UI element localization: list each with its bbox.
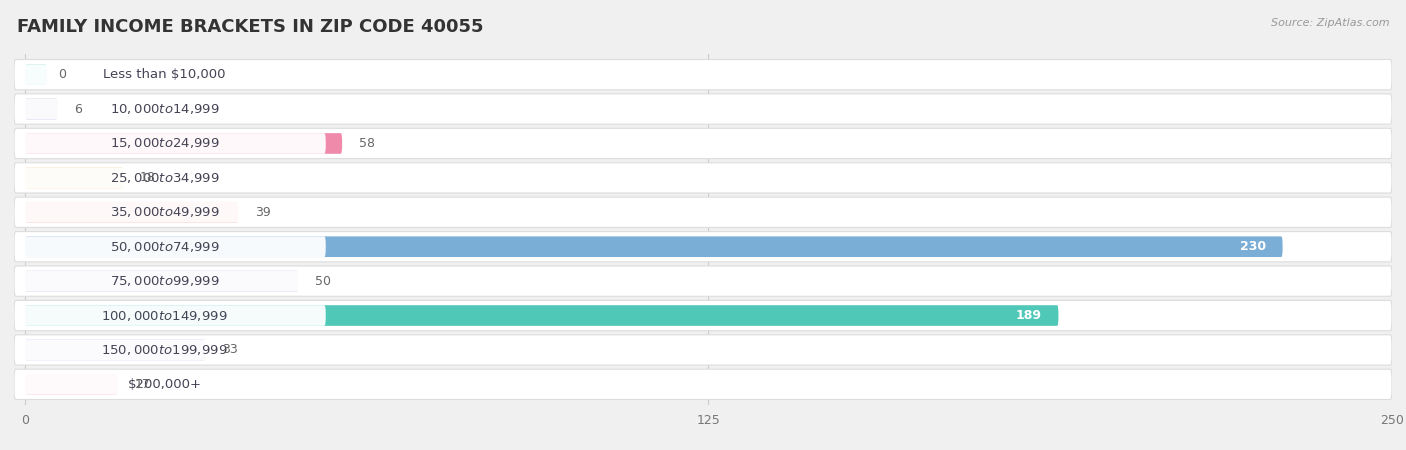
FancyBboxPatch shape	[14, 94, 1392, 124]
FancyBboxPatch shape	[14, 266, 1392, 296]
Text: 17: 17	[135, 378, 150, 391]
Text: $10,000 to $14,999: $10,000 to $14,999	[110, 102, 219, 116]
FancyBboxPatch shape	[17, 202, 326, 223]
FancyBboxPatch shape	[25, 271, 298, 292]
Text: $200,000+: $200,000+	[128, 378, 201, 391]
FancyBboxPatch shape	[25, 305, 1059, 326]
FancyBboxPatch shape	[17, 133, 326, 154]
FancyBboxPatch shape	[17, 340, 326, 360]
FancyBboxPatch shape	[17, 236, 326, 257]
FancyBboxPatch shape	[14, 232, 1392, 262]
FancyBboxPatch shape	[25, 340, 205, 360]
Text: 18: 18	[139, 171, 156, 184]
Text: 0: 0	[58, 68, 66, 81]
FancyBboxPatch shape	[14, 335, 1392, 365]
FancyBboxPatch shape	[25, 64, 46, 85]
FancyBboxPatch shape	[17, 374, 326, 395]
FancyBboxPatch shape	[17, 167, 326, 188]
FancyBboxPatch shape	[14, 59, 1392, 90]
FancyBboxPatch shape	[25, 202, 238, 223]
Text: 50: 50	[315, 274, 330, 288]
FancyBboxPatch shape	[25, 99, 58, 119]
Text: 230: 230	[1240, 240, 1267, 253]
FancyBboxPatch shape	[14, 163, 1392, 193]
Text: 33: 33	[222, 343, 238, 356]
Text: $25,000 to $34,999: $25,000 to $34,999	[110, 171, 219, 185]
Text: Source: ZipAtlas.com: Source: ZipAtlas.com	[1271, 18, 1389, 28]
Text: 189: 189	[1017, 309, 1042, 322]
FancyBboxPatch shape	[25, 236, 1282, 257]
Text: $35,000 to $49,999: $35,000 to $49,999	[110, 205, 219, 219]
Text: 58: 58	[359, 137, 374, 150]
FancyBboxPatch shape	[14, 369, 1392, 400]
FancyBboxPatch shape	[17, 64, 326, 85]
FancyBboxPatch shape	[17, 271, 326, 292]
Text: 6: 6	[75, 103, 82, 116]
Text: $150,000 to $199,999: $150,000 to $199,999	[101, 343, 228, 357]
Text: FAMILY INCOME BRACKETS IN ZIP CODE 40055: FAMILY INCOME BRACKETS IN ZIP CODE 40055	[17, 18, 484, 36]
FancyBboxPatch shape	[25, 374, 118, 395]
Text: Less than $10,000: Less than $10,000	[103, 68, 226, 81]
Text: $75,000 to $99,999: $75,000 to $99,999	[110, 274, 219, 288]
Text: $50,000 to $74,999: $50,000 to $74,999	[110, 240, 219, 254]
FancyBboxPatch shape	[17, 305, 326, 326]
Text: $100,000 to $149,999: $100,000 to $149,999	[101, 309, 228, 323]
FancyBboxPatch shape	[14, 301, 1392, 331]
FancyBboxPatch shape	[25, 167, 124, 188]
FancyBboxPatch shape	[17, 99, 326, 119]
FancyBboxPatch shape	[14, 197, 1392, 227]
Text: 39: 39	[254, 206, 270, 219]
FancyBboxPatch shape	[14, 128, 1392, 158]
FancyBboxPatch shape	[25, 133, 342, 154]
Text: $15,000 to $24,999: $15,000 to $24,999	[110, 136, 219, 150]
